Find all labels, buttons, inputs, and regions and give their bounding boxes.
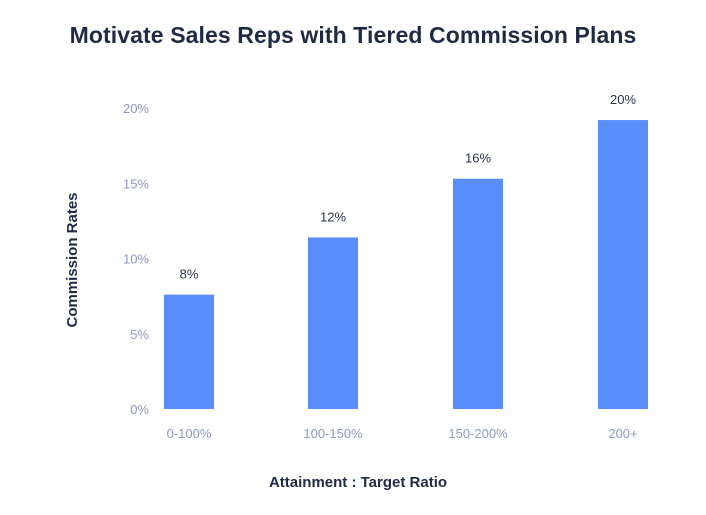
y-tick-label: 20%	[123, 101, 149, 116]
x-axis-ticks: 0-100% 100-150% 150-200% 200+	[167, 426, 638, 441]
data-labels: 8% 12% 16% 20%	[180, 92, 637, 282]
data-label: 8%	[180, 267, 199, 282]
x-tick-label: 0-100%	[167, 426, 212, 441]
y-axis-title: Commission Rates	[64, 192, 81, 327]
data-label: 12%	[320, 209, 346, 224]
y-tick-label: 0%	[130, 402, 149, 417]
bar	[453, 178, 503, 409]
bar	[598, 120, 648, 409]
bar	[164, 294, 214, 409]
data-label: 20%	[610, 92, 636, 107]
y-tick-label: 10%	[123, 252, 149, 267]
x-tick-label: 150-200%	[448, 426, 508, 441]
chart-title: Motivate Sales Reps with Tiered Commissi…	[69, 22, 637, 48]
bar	[308, 237, 358, 409]
x-tick-label: 200+	[608, 426, 637, 441]
data-label: 16%	[465, 151, 491, 166]
bars	[164, 120, 648, 409]
y-tick-label: 5%	[130, 327, 149, 342]
x-axis-title: Attainment : Target Ratio	[269, 474, 447, 491]
y-tick-label: 15%	[123, 176, 149, 191]
y-axis-ticks: 0% 5% 10% 15% 20%	[123, 101, 149, 417]
x-tick-label: 100-150%	[303, 426, 363, 441]
